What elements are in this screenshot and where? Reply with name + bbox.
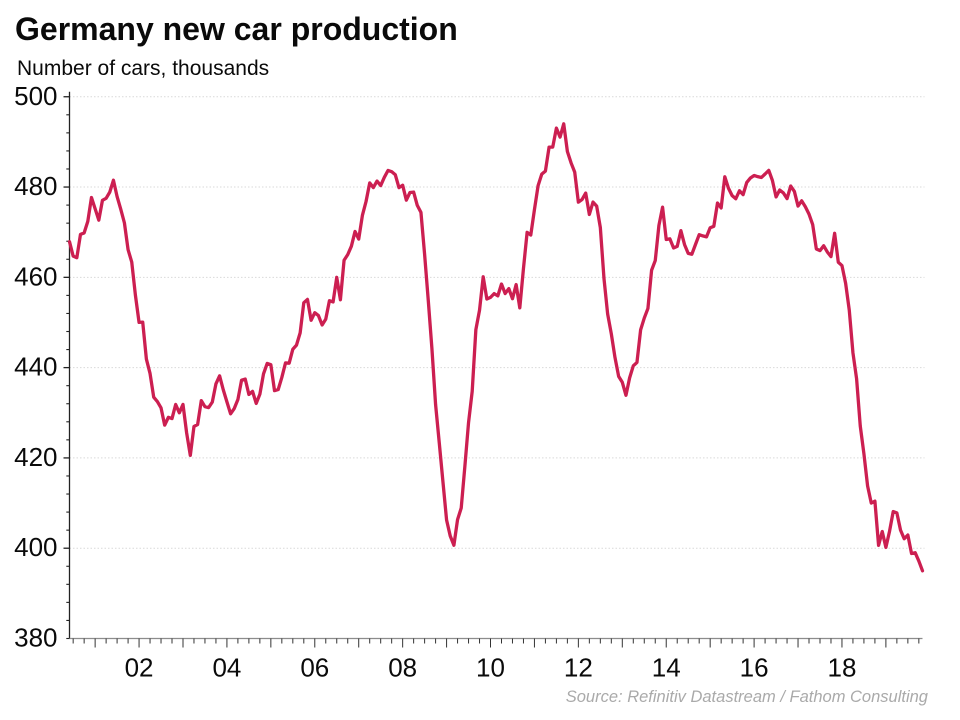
svg-text:02: 02 (125, 653, 154, 683)
svg-text:04: 04 (212, 653, 241, 683)
svg-text:12: 12 (564, 653, 593, 683)
svg-text:400: 400 (14, 532, 57, 562)
svg-text:14: 14 (652, 653, 681, 683)
svg-text:440: 440 (14, 352, 57, 382)
svg-text:480: 480 (14, 171, 57, 201)
svg-text:10: 10 (476, 653, 505, 683)
svg-text:500: 500 (14, 81, 57, 111)
svg-text:06: 06 (300, 653, 329, 683)
svg-text:18: 18 (827, 653, 856, 683)
svg-text:420: 420 (14, 442, 57, 472)
svg-text:16: 16 (740, 653, 769, 683)
svg-text:08: 08 (388, 653, 417, 683)
svg-text:380: 380 (14, 623, 57, 653)
svg-text:460: 460 (14, 261, 57, 291)
